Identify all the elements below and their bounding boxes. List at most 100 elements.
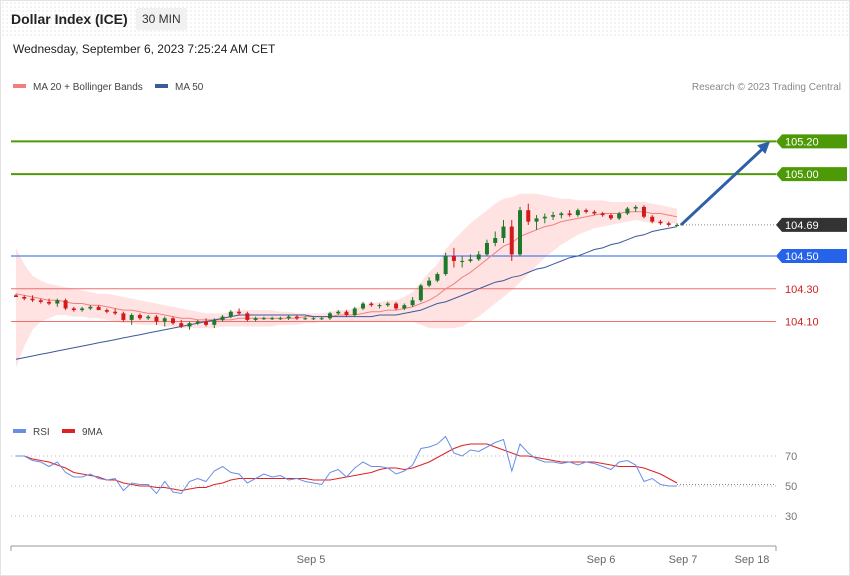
- candle-body: [245, 313, 250, 320]
- candle-body: [319, 318, 324, 320]
- candle-body: [476, 254, 481, 260]
- time-tick-label: Sep 18: [735, 554, 770, 566]
- candle-body: [96, 306, 101, 311]
- candle-body: [352, 308, 357, 316]
- candle-body: [460, 260, 465, 262]
- candle-body: [278, 318, 283, 320]
- candle-body: [666, 223, 671, 225]
- candle-body: [146, 316, 151, 319]
- candle-body: [625, 208, 630, 214]
- rsi-ma-line: [16, 443, 678, 492]
- timeframe-badge[interactable]: 30 MIN: [136, 8, 187, 30]
- resistance-level-label: 105.00: [785, 169, 819, 181]
- rsi-legend: RSI 9MA: [13, 427, 103, 438]
- candle-body: [567, 213, 572, 216]
- candle-body: [311, 318, 316, 320]
- candle-body: [658, 221, 663, 224]
- candle-body: [204, 321, 209, 325]
- candle-body: [344, 311, 349, 316]
- ma50-legend-swatch: [155, 84, 168, 88]
- candle-body: [22, 296, 27, 299]
- time-tick-label: Sep 5: [297, 554, 326, 566]
- candle-body: [394, 303, 399, 309]
- resistance-level-tag: [776, 134, 847, 149]
- candle-body: [410, 300, 415, 306]
- candle-body: [303, 318, 308, 320]
- ma50-line: [15, 226, 678, 360]
- candle-body: [633, 206, 638, 209]
- candle-body: [468, 259, 473, 261]
- current-level-label: 104.69: [785, 220, 819, 232]
- candle-body: [270, 318, 275, 320]
- ma50-legend-label: MA 50: [175, 82, 204, 93]
- candle-body: [592, 211, 597, 214]
- rsi-plot-area: 70 50 30: [11, 435, 797, 523]
- candle-body: [402, 305, 407, 309]
- candle-body: [187, 323, 192, 327]
- candle-body: [443, 256, 448, 275]
- candle-body: [551, 215, 556, 217]
- candle-body: [427, 280, 432, 286]
- candle-body: [641, 206, 646, 217]
- rsi-ma-legend-label: 9MA: [82, 427, 103, 438]
- target-arrow-head: [757, 141, 770, 154]
- price-legend: MA 20 + Bollinger Bands MA 50: [13, 82, 204, 93]
- candle-body: [286, 316, 291, 319]
- candle-body: [327, 313, 332, 319]
- candle-body: [30, 298, 35, 301]
- candle-body: [542, 216, 547, 219]
- candle-body: [63, 300, 68, 309]
- candle-body: [38, 300, 43, 302]
- candle-body: [294, 316, 299, 319]
- candle-body: [369, 303, 374, 306]
- candle-body: [80, 308, 85, 311]
- candle-body: [509, 226, 514, 255]
- candle-body: [526, 210, 531, 222]
- candle-body: [600, 213, 605, 216]
- candle-body: [617, 213, 622, 219]
- candle-body: [179, 323, 184, 327]
- candle-body: [137, 315, 142, 319]
- candle-body: [228, 311, 233, 317]
- price-plot-area: 105.20 105.00 104.69 104.50 104.30 104.10: [11, 134, 847, 368]
- source-note: Research © 2023 Trading Central: [692, 82, 841, 93]
- candle-body: [195, 321, 200, 324]
- support-level-label: 104.30: [785, 284, 819, 296]
- candle-body: [361, 303, 366, 309]
- ma20-legend-swatch: [13, 84, 26, 88]
- current-level-tag: [776, 217, 847, 232]
- candle-body: [162, 318, 167, 322]
- candle-body: [534, 218, 539, 222]
- pivot-level-label: 104.50: [785, 251, 819, 263]
- candle-body: [71, 308, 76, 311]
- candle-body: [484, 242, 489, 255]
- target-arrow-shaft: [679, 148, 764, 227]
- candle-body: [121, 313, 126, 320]
- candle-body: [385, 303, 390, 306]
- candle-body: [650, 216, 655, 222]
- rsi-tick-label: 50: [785, 481, 797, 493]
- candle-body: [47, 301, 52, 304]
- timestamp: Wednesday, September 6, 2023 7:25:24 AM …: [13, 42, 276, 56]
- candle-body: [336, 311, 341, 314]
- candle-body: [377, 305, 382, 307]
- instrument-title: Dollar Index (ICE): [11, 11, 128, 27]
- candle-body: [113, 311, 118, 314]
- pivot-level-tag: [776, 249, 847, 264]
- candle-body: [418, 285, 423, 301]
- candle-body: [559, 213, 564, 216]
- rsi-legend-swatch: [13, 429, 26, 433]
- time-tick-label: Sep 6: [587, 554, 616, 566]
- candle-body: [55, 300, 60, 304]
- candle-body: [237, 311, 242, 314]
- candle-body: [170, 318, 175, 324]
- candle-body: [518, 210, 523, 255]
- rsi-ma-legend-swatch: [62, 429, 75, 433]
- candle-body: [220, 316, 225, 320]
- candle-body: [154, 316, 159, 322]
- candle-body: [451, 256, 456, 261]
- bollinger-band: [16, 193, 677, 368]
- candle-body: [14, 295, 18, 297]
- support-level-label: 104.10: [785, 317, 819, 329]
